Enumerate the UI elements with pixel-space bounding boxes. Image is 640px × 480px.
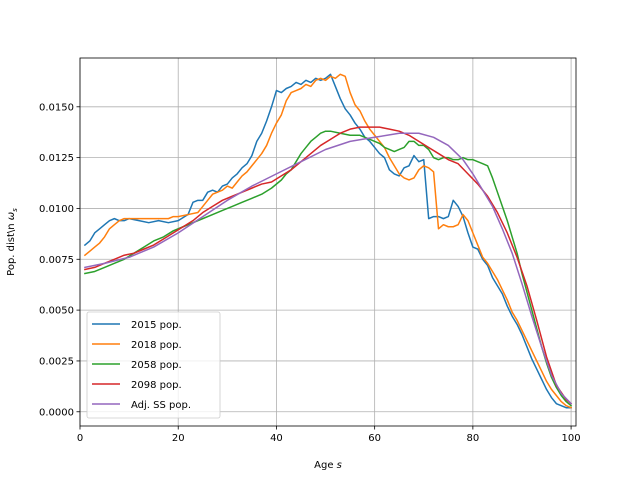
legend-label-2098-pop: 2098 pop. — [131, 380, 182, 391]
x-tick-label: 40 — [270, 433, 283, 444]
plot-lines — [83, 73, 573, 409]
legend-label-2018-pop: 2018 pop. — [131, 340, 182, 351]
y-axis-label: Pop. dist\n ωs — [6, 208, 19, 276]
series-line-2098-pop — [84, 126, 573, 405]
y-tick-label: 0.0100 — [39, 204, 74, 215]
series-line-2015-pop — [83, 73, 572, 409]
series-line-2058-pop — [84, 130, 573, 407]
series-line-adj-ss-pop — [84, 132, 573, 405]
x-tick-label: 0 — [77, 433, 83, 444]
legend: 2015 pop. 2018 pop. 2058 pop. 2098 pop. Adj.… — [86, 311, 221, 419]
y-tick-label: 0.0050 — [39, 306, 74, 317]
axes-frame — [79, 57, 577, 427]
legend-box — [86, 311, 221, 419]
x-tick-label: 60 — [368, 433, 381, 444]
legend-label-2058-pop: 2058 pop. — [131, 360, 182, 371]
y-tick-label: 0.0025 — [39, 356, 74, 367]
x-tick-label: 20 — [172, 433, 185, 444]
legend-label-2015-pop: 2015 pop. — [131, 320, 182, 331]
y-axis-ticks: 0.0000 0.0025 0.0050 0.0075 0.0100 0.0125 0.01… — [39, 102, 80, 418]
x-axis-ticks: 0 20 40 60 80 100 — [77, 426, 581, 444]
x-axis-label: Age s — [314, 460, 342, 471]
y-tick-label: 0.0075 — [39, 255, 74, 266]
legend-label-adj-ss-pop: Adj. SS pop. — [131, 400, 191, 411]
y-tick-label: 0.0000 — [39, 407, 74, 418]
y-tick-label: 0.0150 — [39, 102, 74, 113]
series-line-2018-pop — [83, 73, 573, 409]
x-tick-label: 80 — [467, 433, 480, 444]
x-tick-label: 100 — [562, 433, 581, 444]
y-tick-label: 0.0125 — [39, 153, 74, 164]
